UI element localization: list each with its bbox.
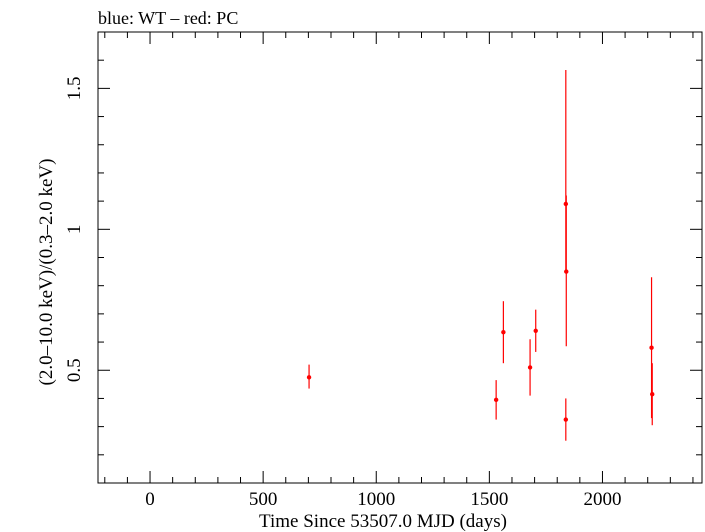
y-tick-label: 1.5: [64, 77, 85, 101]
point-marker: [306, 375, 312, 380]
data-point: [306, 364, 312, 389]
x-tick-label: 500: [249, 489, 278, 510]
data-point: [649, 277, 654, 419]
point-marker: [564, 269, 569, 274]
y-tick-label: 1: [64, 225, 85, 235]
y-tick-label: 0.5: [64, 358, 85, 382]
axis-tick-labels: 0 500 1000 1500 2000 0.5 1 1.5: [64, 77, 621, 511]
point-marker: [493, 397, 499, 403]
x-tick-label: 1000: [357, 489, 395, 510]
data-point: [527, 339, 533, 396]
point-marker: [533, 328, 538, 333]
x-tick-label: 0: [145, 489, 155, 510]
x-tick-label: 2000: [583, 489, 621, 510]
x-tick-label: 1500: [470, 489, 508, 510]
data-point: [563, 398, 569, 441]
point-marker: [650, 392, 655, 397]
x-axis-title: Time Since 53507.0 MJD (days): [259, 511, 507, 532]
data-points: [306, 70, 655, 441]
point-marker: [527, 365, 533, 370]
point-marker: [563, 417, 569, 422]
plot-frame: [97, 31, 703, 484]
chart-title: blue: WT – red: PC: [98, 8, 238, 28]
axis-ticks: [98, 32, 702, 483]
y-axis-title: (2.0–10.0 keV)/(0.3–2.0 keV): [36, 159, 57, 386]
data-point: [501, 301, 506, 364]
data-point: [650, 363, 655, 426]
data-point: [564, 195, 569, 347]
data-point: [493, 380, 499, 420]
data-point: [533, 309, 538, 352]
point-marker: [649, 345, 654, 350]
point-marker: [501, 329, 506, 335]
